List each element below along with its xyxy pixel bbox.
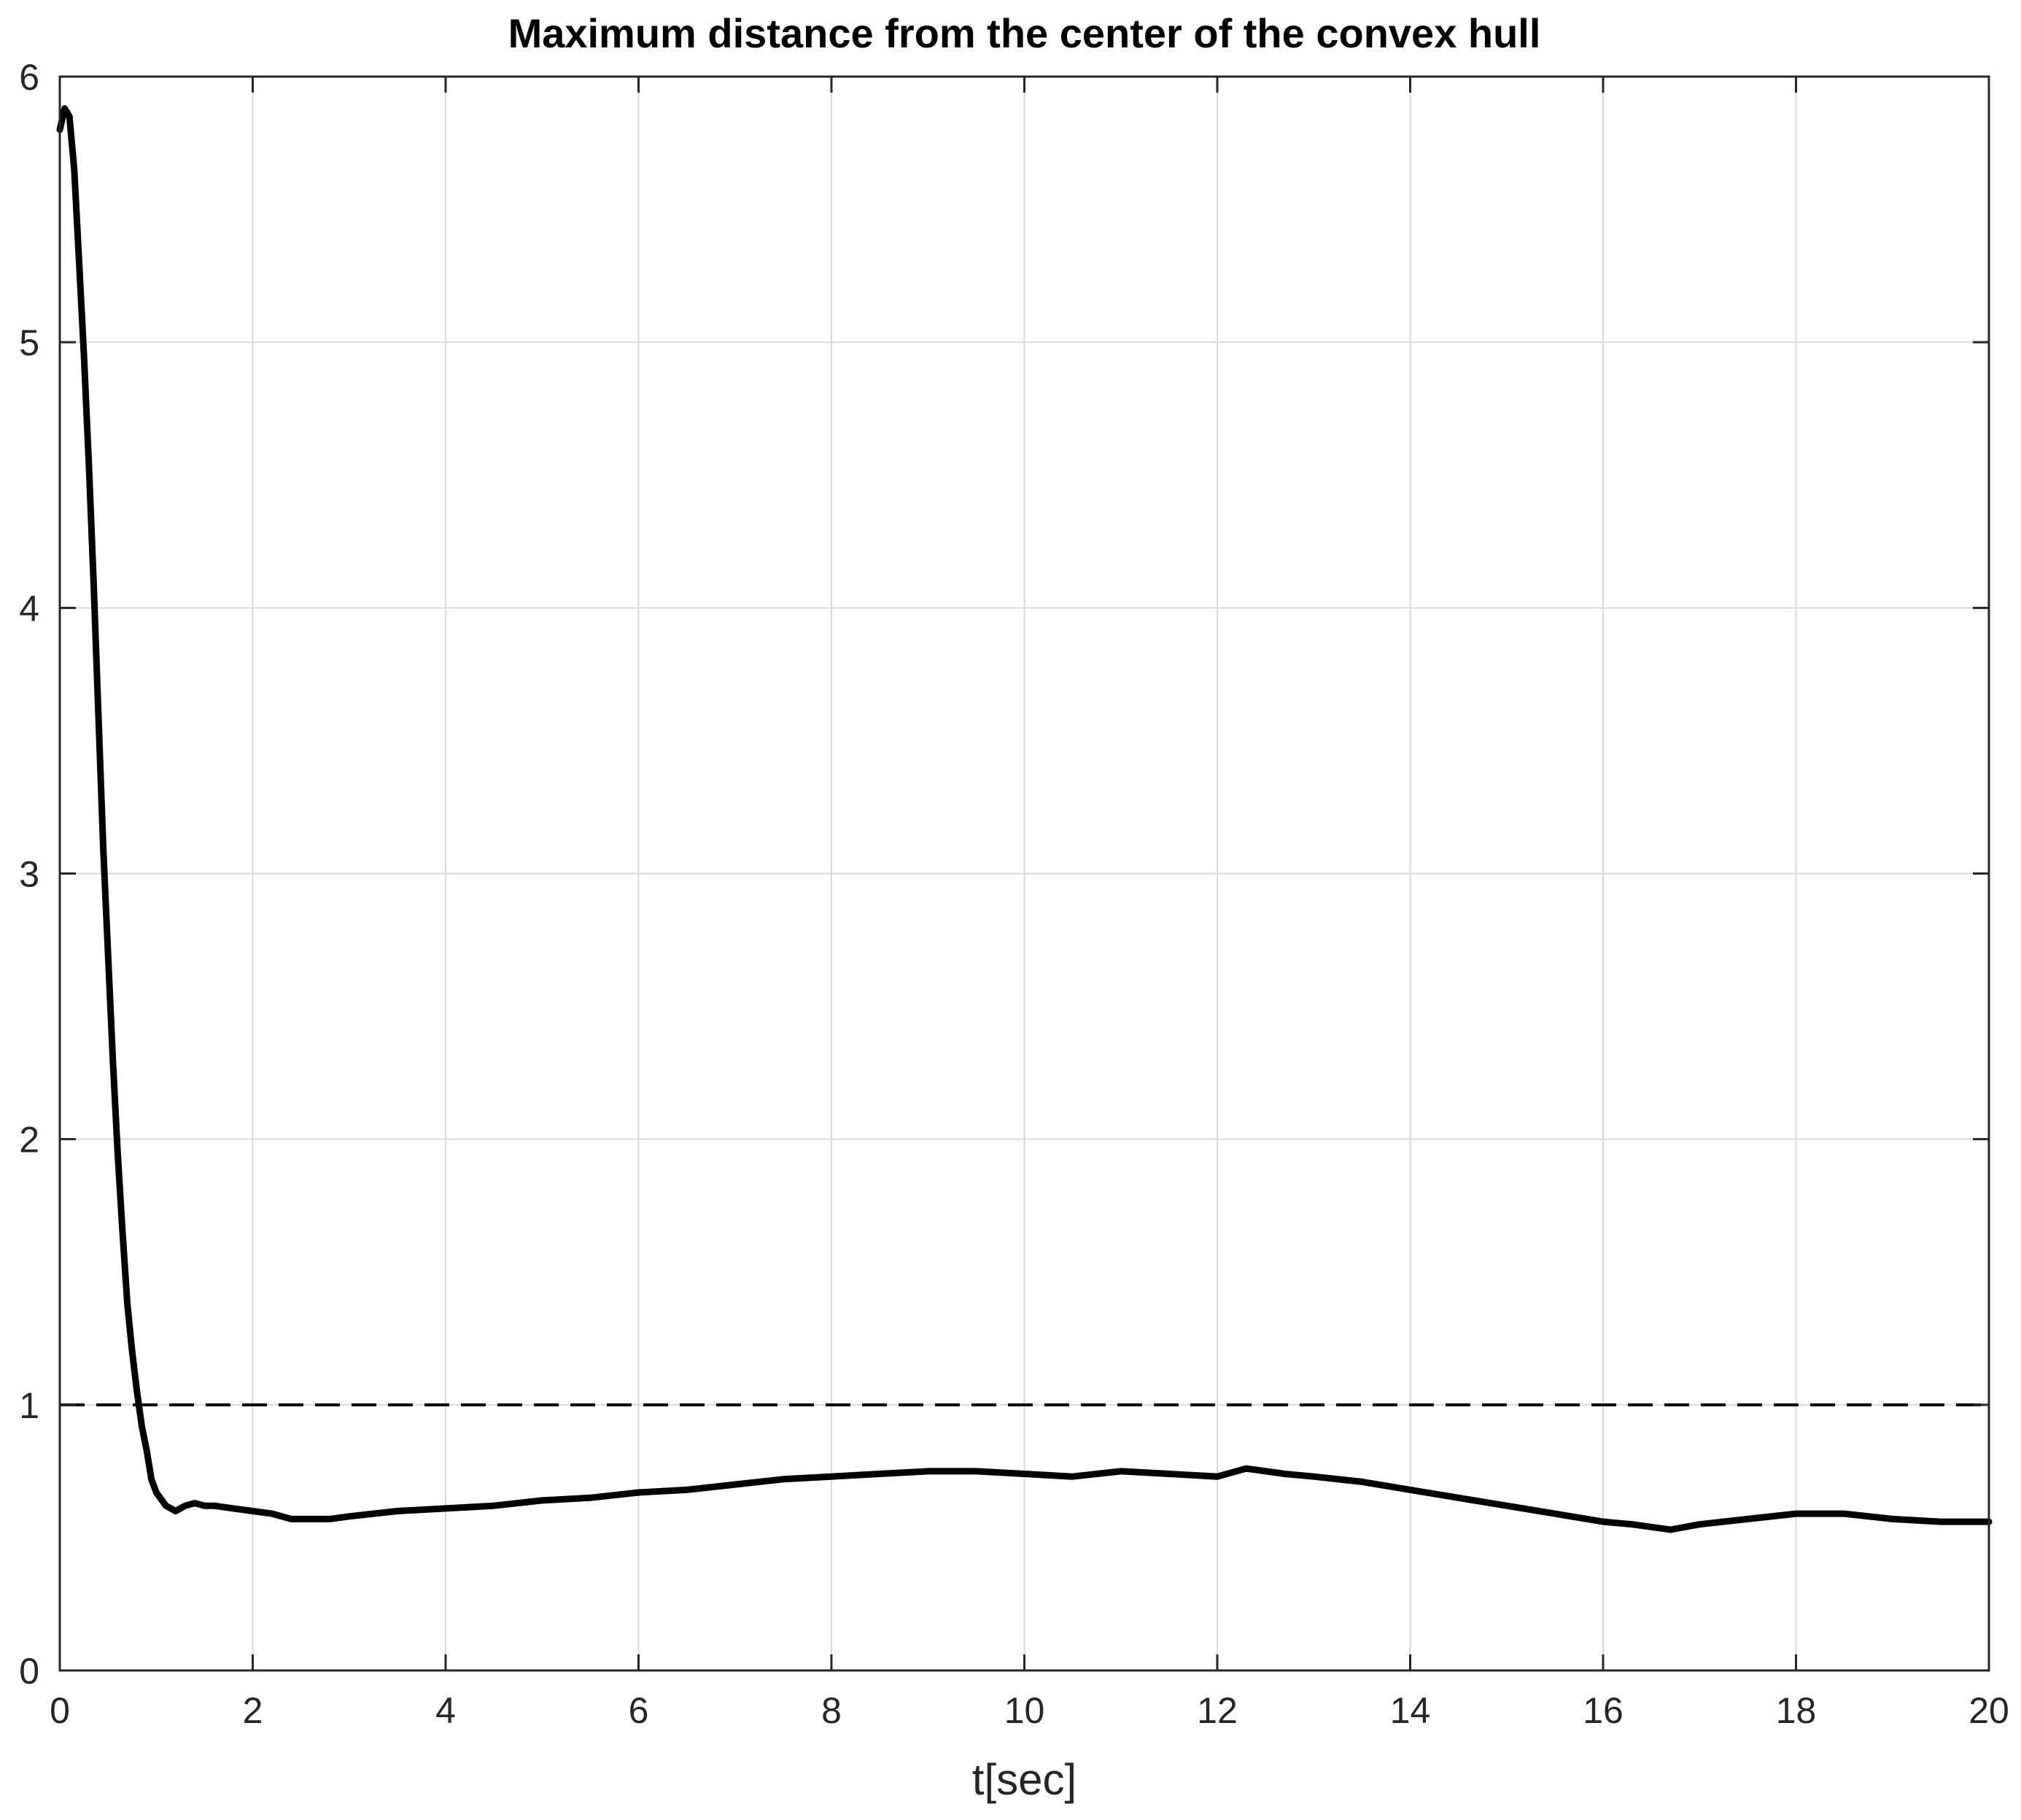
x-tick-label: 20 [1968,1690,2009,1731]
series-line [56,105,1993,1533]
x-tick-label: 12 [1197,1690,1238,1731]
x-tick-label: 0 [50,1690,70,1731]
x-tick-labels: 0 2 4 6 8 10 12 14 16 18 20 [50,1690,2009,1731]
series-group [56,105,1993,1533]
y-tick-label: 6 [19,57,39,98]
x-tick-label: 18 [1776,1690,1817,1731]
x-tick-label: 8 [821,1690,842,1731]
y-tick-label: 4 [19,588,39,629]
chart-title: Maximum distance from the center of the … [508,10,1541,56]
y-tick-labels: 0 1 2 3 4 5 6 [19,57,39,1692]
x-tick-label: 2 [243,1690,263,1731]
x-tick-label: 4 [435,1690,456,1731]
tick-marks [58,75,1990,1672]
x-tick-label: 14 [1390,1690,1431,1731]
x-tick-label: 10 [1004,1690,1045,1731]
y-tick-label: 3 [19,854,39,895]
x-tick-label: 6 [629,1690,649,1731]
x-axis-label: t[sec] [972,1755,1077,1804]
y-tick-label: 1 [19,1385,39,1426]
y-tick-label: 5 [19,322,39,363]
x-tick-label: 16 [1583,1690,1624,1731]
y-tick-label: 2 [19,1120,39,1161]
y-tick-label: 0 [19,1651,39,1692]
